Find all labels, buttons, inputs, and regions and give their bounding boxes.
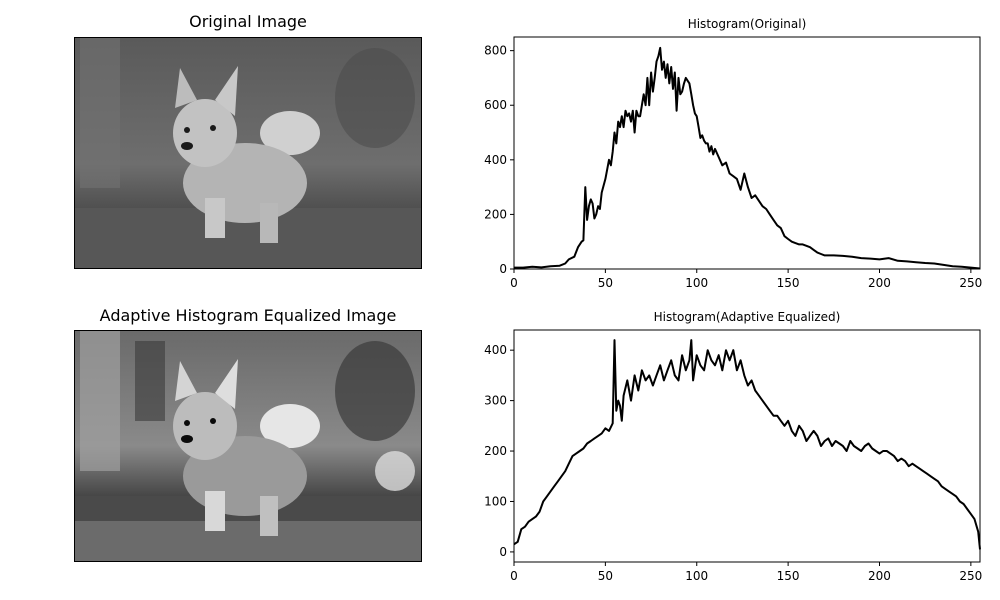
- chart-2-y-tick-label: 0: [499, 545, 507, 559]
- chart-1-x-tick-label: 50: [598, 276, 613, 290]
- chart-1-y-tick-label: 200: [484, 207, 507, 221]
- chart-1-y-tick-label: 0: [499, 262, 507, 276]
- chart-2-y-tick-label: 400: [484, 343, 507, 357]
- equalized-image-title: Adaptive Histogram Equalized Image: [99, 306, 397, 325]
- chart-1-x-tick-label: 150: [777, 276, 800, 290]
- chart-1-title: Histogram(Original): [688, 17, 807, 31]
- chart-2-y-tick-label: 200: [484, 444, 507, 458]
- chart-2-title: Histogram(Adaptive Equalized): [654, 310, 841, 324]
- chart-2-x-tick-label: 0: [510, 569, 518, 583]
- chart-2-x-tick-label: 200: [868, 569, 891, 583]
- chart-2-x-tick-label: 250: [959, 569, 982, 583]
- chart-2-x-tick-label: 150: [777, 569, 800, 583]
- chart-1-axes-frame: [513, 36, 981, 270]
- original-image: [74, 37, 422, 269]
- chart-1-x-tick-label: 200: [868, 276, 891, 290]
- original-image-title: Original Image: [189, 12, 307, 31]
- chart-2-x-tick-label: 50: [598, 569, 613, 583]
- equalized-image-graphic: [75, 331, 421, 561]
- chart-1-y-tick-label: 800: [484, 44, 507, 58]
- chart-1-x-tick-label: 0: [510, 276, 518, 290]
- chart-1-y-tick-label: 400: [484, 153, 507, 167]
- original-image-graphic: [75, 38, 421, 268]
- chart-2-axes-frame: [513, 329, 981, 563]
- chart-1-y-tick-label: 600: [484, 98, 507, 112]
- chart-2-y-tick-label: 300: [484, 394, 507, 408]
- chart-2-x-tick-label: 100: [685, 569, 708, 583]
- chart-1-series-line: [514, 46, 981, 270]
- chart-1-x-tick-label: 100: [685, 276, 708, 290]
- chart-2-series-line: [513, 339, 981, 550]
- equalized-image: [74, 330, 422, 562]
- chart-1-x-tick-label: 250: [959, 276, 982, 290]
- chart-2-y-tick-label: 100: [484, 494, 507, 508]
